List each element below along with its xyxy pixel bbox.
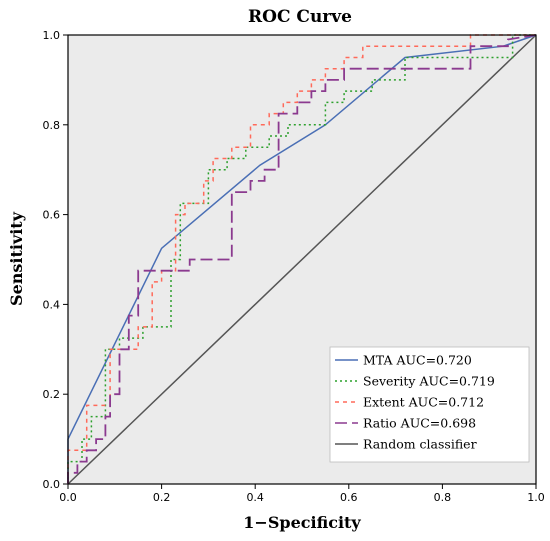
plot-frame — [67, 34, 537, 485]
x-axis-label: 1−Specificity — [243, 513, 361, 532]
y-axis-label: Sensitivity — [7, 211, 26, 306]
x-tick-label: 0.6 — [340, 491, 358, 504]
legend: MTA AUC=0.720 Severity AUC=0.719 Extent AU… — [329, 346, 530, 463]
y-tick-label: 0.0 — [43, 478, 61, 491]
series-line-ratio — [67, 34, 537, 484]
legend-label: Severity AUC=0.719 — [363, 374, 495, 389]
legend-label: Extent AUC=0.712 — [363, 395, 484, 410]
y-tick-label: 0.8 — [43, 119, 61, 132]
y-tick-label: 0.6 — [43, 209, 61, 222]
y-tick-label: 0.4 — [43, 298, 61, 311]
x-tick-label: 0.2 — [153, 491, 171, 504]
x-tick-label: 1.0 — [527, 491, 545, 504]
x-tick-label: 0.8 — [434, 491, 452, 504]
series-line-random — [67, 34, 537, 485]
x-tick-label: 0.0 — [59, 491, 77, 504]
chart-title: ROC Curve — [248, 7, 352, 27]
series-layer — [67, 34, 537, 485]
legend-label: Random classifier — [363, 437, 477, 452]
legend-label: Ratio AUC=0.698 — [363, 416, 476, 431]
legend-label: MTA AUC=0.720 — [363, 353, 472, 368]
y-tick-label: 1.0 — [43, 29, 61, 42]
legend-box — [329, 346, 530, 463]
x-tick-label: 0.4 — [246, 491, 264, 504]
axis-ticks: 0.0 0.2 0.4 0.6 0.8 1.0 0.0 0.2 0.4 0.6 0.8 1.0 — [43, 29, 545, 504]
y-tick-label: 0.2 — [43, 388, 61, 401]
series-line-extent — [67, 34, 536, 484]
series-line-mta — [67, 34, 537, 484]
